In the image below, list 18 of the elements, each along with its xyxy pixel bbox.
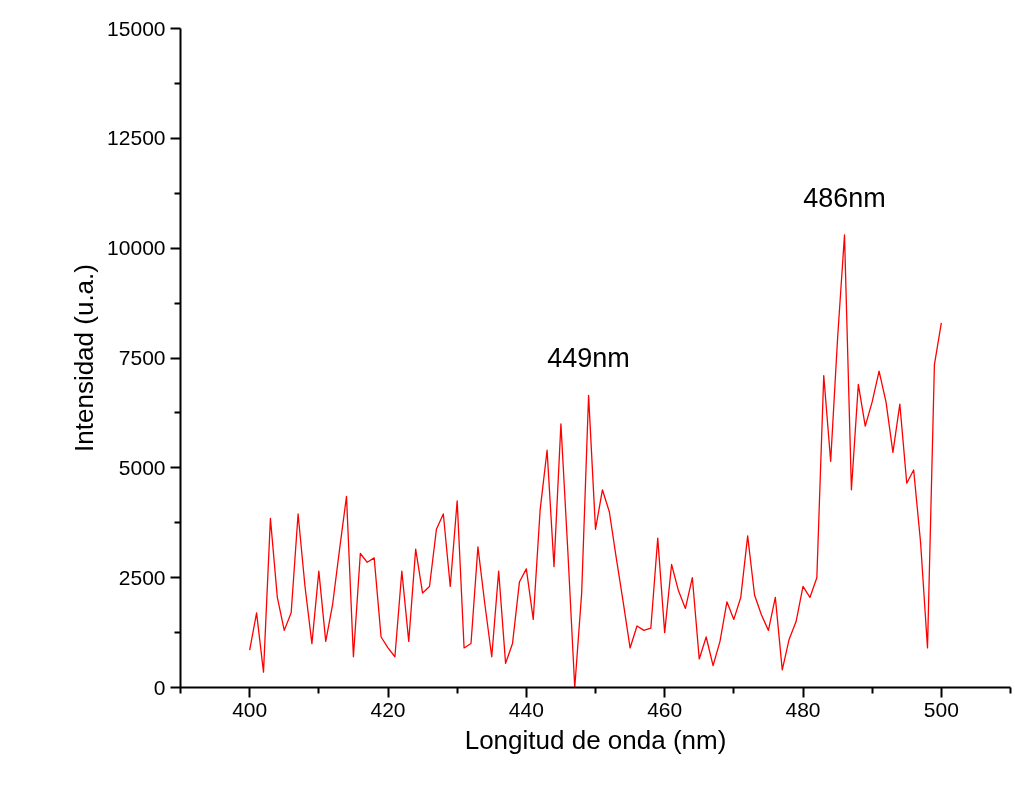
annotation: 449nm — [547, 343, 630, 374]
y-tick-label: 15000 — [107, 16, 166, 40]
annotation: 486nm — [803, 182, 886, 213]
x-tick-label: 440 — [508, 697, 544, 721]
x-tick-label: 480 — [785, 697, 821, 721]
line-series — [249, 234, 942, 688]
y-tick-label: 7500 — [118, 346, 166, 369]
x-tick-label: 420 — [370, 697, 406, 721]
x-tick-label: 500 — [923, 697, 959, 721]
y-tick-label: 0 — [153, 675, 166, 699]
x-tick-label: 460 — [647, 697, 683, 721]
y-tick-label: 2500 — [118, 565, 166, 589]
y-tick-label: 5000 — [118, 455, 166, 479]
x-axis-title: Longitud de onda (nm) — [464, 724, 727, 755]
y-tick-label: 12500 — [107, 126, 166, 150]
y-axis-title: Intensidad (u.a.) — [69, 264, 100, 452]
x-tick-label: 400 — [232, 697, 268, 721]
y-tick-label: 10000 — [107, 236, 166, 260]
